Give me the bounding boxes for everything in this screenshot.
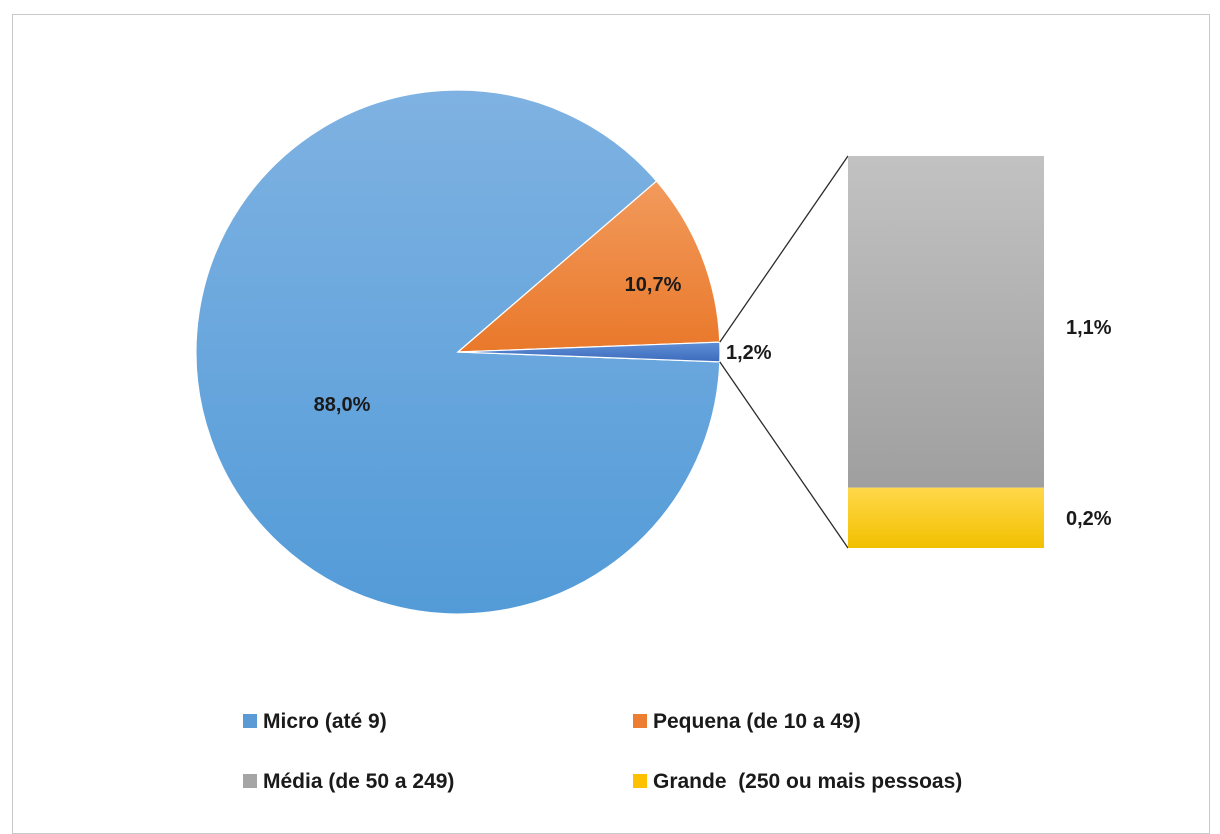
legend-item-grande-250-ou-mais-pessoas: Grande (250 ou mais pessoas) [633, 770, 962, 793]
legend: Micro (até 9) Pequena (de 10 a 49) Média (… [243, 710, 962, 793]
bar-stack [848, 156, 1044, 548]
pie-slice-pequena-de-10-a-49 [456, 180, 721, 353]
connector-line-top [719, 155, 849, 343]
bar-segment-grande-250-ou-mais-pessoas [848, 487, 1044, 548]
legend-label-pequena-de-10-a-49: Pequena (de 10 a 49) [653, 710, 861, 733]
legend-swatch-micro-ate-9 [243, 714, 257, 728]
data-label-media-de-50-a-249: 1,1% [1066, 317, 1112, 339]
data-label-micro-ate-9: 88,0% [314, 394, 371, 416]
pie-group [195, 89, 721, 615]
legend-label-media-de-50-a-249: Média (de 50 a 249) [263, 770, 454, 793]
data-label-pequena-de-10-a-49: 10,7% [625, 274, 682, 296]
pie-slice-outros [457, 341, 721, 363]
connector-lines [719, 155, 849, 549]
legend-item-micro-ate-9: Micro (até 9) [243, 710, 387, 733]
data-labels: 88,0% 10,7% 1,2% 1,1% 0,2% [314, 274, 1112, 530]
data-label-outros: 1,2% [726, 342, 772, 364]
bar-segment-media-de-50-a-249 [848, 156, 1044, 488]
legend-swatch-grande-250-ou-mais-pessoas [633, 774, 647, 788]
legend-swatch-media-de-50-a-249 [243, 774, 257, 788]
legend-label-micro-ate-9: Micro (até 9) [263, 710, 387, 733]
legend-item-pequena-de-10-a-49: Pequena (de 10 a 49) [633, 710, 861, 733]
legend-item-media-de-50-a-249: Média (de 50 a 249) [243, 770, 454, 793]
legend-label-grande-250-ou-mais-pessoas: Grande (250 ou mais pessoas) [653, 770, 962, 793]
data-label-grande-250-ou-mais-pessoas: 0,2% [1066, 508, 1112, 530]
connector-line-bottom [719, 361, 849, 549]
legend-swatch-pequena-de-10-a-49 [633, 714, 647, 728]
